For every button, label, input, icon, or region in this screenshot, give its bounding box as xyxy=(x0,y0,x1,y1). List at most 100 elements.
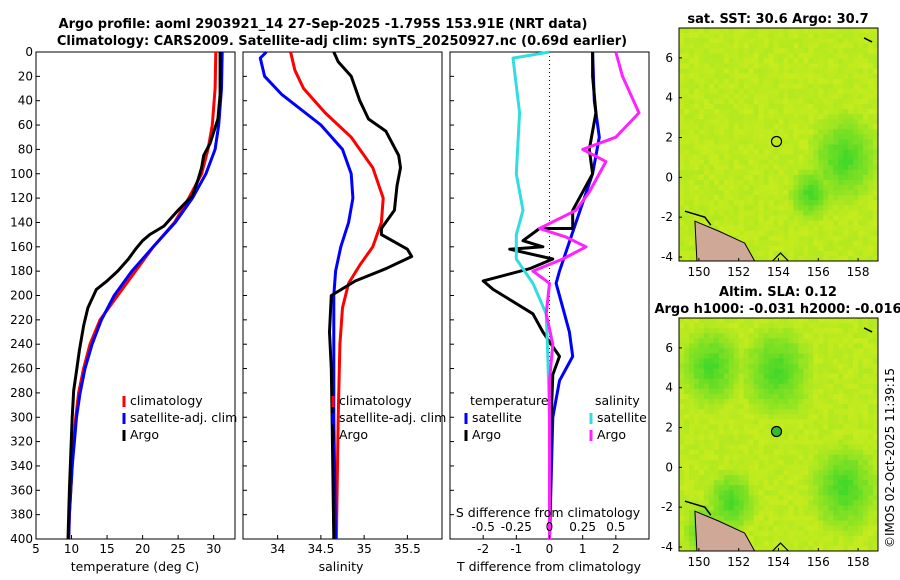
map-cell xyxy=(778,119,784,125)
map-cell xyxy=(813,230,819,237)
map-cell xyxy=(818,245,824,252)
map-cell xyxy=(868,520,874,527)
map-cell xyxy=(783,200,789,206)
map-cell xyxy=(743,134,750,140)
map-cell xyxy=(743,200,750,206)
map-cell xyxy=(793,404,799,410)
map-cell xyxy=(833,469,839,476)
map-cell xyxy=(818,525,824,532)
map-cell xyxy=(873,475,879,481)
map-cell xyxy=(738,373,745,380)
map-cell xyxy=(748,159,755,166)
map-cell xyxy=(873,480,879,486)
map-cell xyxy=(788,530,794,537)
map-cell xyxy=(833,399,839,405)
map-cell xyxy=(833,129,839,135)
map-cell xyxy=(698,454,705,461)
map-cell xyxy=(693,318,700,324)
map-cell xyxy=(693,383,700,390)
map-cell xyxy=(778,78,784,85)
map-cell xyxy=(823,129,829,135)
map-cell xyxy=(698,399,705,405)
map-cell xyxy=(813,78,819,85)
map-cell xyxy=(788,363,794,370)
map-cell xyxy=(718,434,725,440)
map-cell xyxy=(868,48,874,54)
map-cell xyxy=(758,230,764,237)
map-cell xyxy=(703,373,710,380)
map-cell xyxy=(763,245,769,252)
map-cell xyxy=(748,490,755,496)
map-cell xyxy=(798,444,804,451)
map-cell xyxy=(768,200,774,206)
map-cell xyxy=(853,134,859,140)
map-cell xyxy=(838,28,844,34)
map-cell xyxy=(858,439,864,446)
map-cell xyxy=(813,154,819,161)
map-cell xyxy=(688,185,695,191)
map-cell xyxy=(738,28,745,34)
map-cell xyxy=(798,378,804,385)
map-cell xyxy=(763,388,769,395)
map-cell xyxy=(863,530,869,537)
map-cell xyxy=(798,510,804,516)
map-cell xyxy=(833,353,839,359)
map-cell xyxy=(778,419,784,425)
map-cell xyxy=(773,159,779,166)
map-cell xyxy=(853,124,859,130)
map-cell xyxy=(693,444,700,451)
map-cell xyxy=(753,109,760,115)
map-cell xyxy=(758,510,764,516)
map-cell xyxy=(843,393,849,400)
map-cell xyxy=(748,205,755,211)
map-cell xyxy=(833,485,839,491)
map-cell xyxy=(733,73,740,80)
map-cell xyxy=(753,434,760,440)
map-cell xyxy=(718,185,725,191)
map-cell xyxy=(793,245,799,252)
map-cell xyxy=(823,169,829,176)
map-cell xyxy=(803,245,809,252)
map-cell xyxy=(738,38,745,44)
x-tick-label: 35 xyxy=(356,542,371,556)
y-tick-label: -2 xyxy=(661,210,673,224)
map-cell xyxy=(743,373,750,380)
map-cell xyxy=(853,255,859,262)
map-cell xyxy=(758,73,764,80)
map-cell xyxy=(723,139,730,145)
map-cell xyxy=(858,240,864,247)
map-cell xyxy=(773,383,779,390)
x2-tick-label: -0.5 xyxy=(471,520,494,534)
map-cell xyxy=(813,368,819,375)
map-cell xyxy=(728,469,735,476)
map-cell xyxy=(843,179,849,186)
map-cell xyxy=(763,93,769,100)
map-cell xyxy=(768,88,774,95)
map-cell xyxy=(758,43,764,49)
map-cell xyxy=(778,333,784,339)
map-cell xyxy=(848,48,854,54)
map-cell xyxy=(813,540,819,547)
map-cell xyxy=(733,164,740,171)
legend-label: satellite xyxy=(597,410,647,425)
map-cell xyxy=(748,33,755,39)
map-cell xyxy=(858,409,864,415)
map-cell xyxy=(698,53,705,59)
map-cell xyxy=(798,250,804,257)
map-cell xyxy=(693,93,700,100)
map-cell xyxy=(713,179,720,186)
map-cell xyxy=(798,245,804,252)
map-cell xyxy=(738,419,745,425)
map-cell xyxy=(833,149,839,156)
map-cell xyxy=(708,43,715,49)
map-cell xyxy=(823,38,829,44)
map-cell xyxy=(783,525,789,532)
map-cell xyxy=(738,449,745,456)
map-cell xyxy=(778,469,784,476)
map-cell xyxy=(868,510,874,516)
map-cell xyxy=(728,393,735,400)
map-cell xyxy=(758,103,764,110)
map-cell xyxy=(723,109,730,115)
map-cell xyxy=(803,190,809,196)
